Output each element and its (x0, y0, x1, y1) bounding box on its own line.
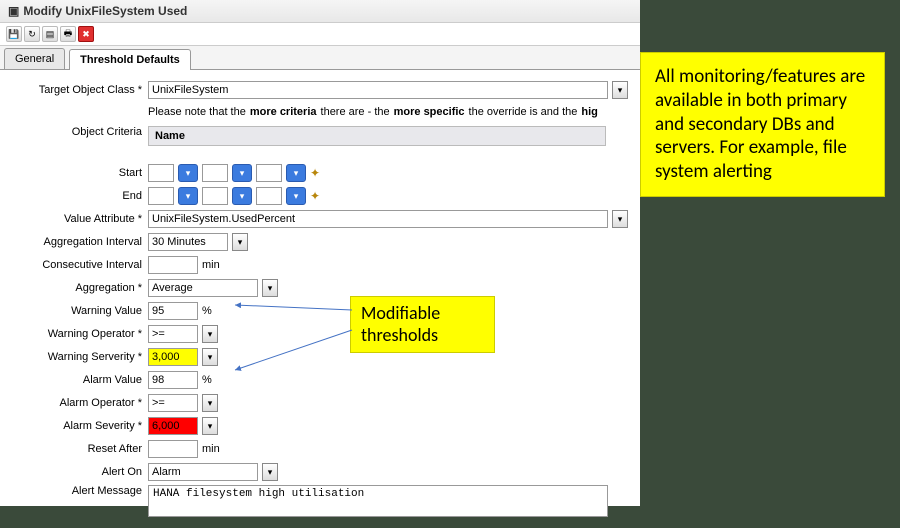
label-alert-msg: Alert Message (8, 485, 148, 497)
start-hh[interactable] (148, 164, 174, 182)
label-alarm-value: Alarm Value (8, 374, 148, 386)
window-title: Modify UnixFileSystem Used (23, 4, 187, 18)
alarm-sev-input[interactable] (148, 417, 198, 435)
alert-on-dropdown[interactable]: ▾ (262, 463, 278, 481)
warning-op-dropdown[interactable]: ▾ (202, 325, 218, 343)
toolbar: 💾 ↻ ▤ 🖶 ✖ (0, 23, 640, 46)
start-mm[interactable] (202, 164, 228, 182)
delete-button[interactable]: ✖ (78, 26, 94, 42)
start-mm-dd[interactable]: ▾ (232, 164, 252, 182)
refresh-button[interactable]: ↻ (24, 26, 40, 42)
target-class-input[interactable] (148, 81, 608, 99)
end-hh[interactable] (148, 187, 174, 205)
label-reset: Reset After (8, 443, 148, 455)
reset-input[interactable] (148, 440, 198, 458)
copy-button[interactable]: ▤ (42, 26, 58, 42)
warning-sev-input[interactable] (148, 348, 198, 366)
label-alarm-op: Alarm Operator* (8, 397, 148, 409)
alarm-value-input[interactable] (148, 371, 198, 389)
alarm-op-input[interactable] (148, 394, 198, 412)
form-area: Target Object Class* ▾ Please note that … (0, 70, 640, 528)
label-target-class: Target Object Class* (8, 84, 148, 96)
value-attr-dropdown[interactable]: ▾ (612, 210, 628, 228)
target-class-dropdown[interactable]: ▾ (612, 81, 628, 99)
tab-bar: General Threshold Defaults (0, 46, 640, 70)
alert-msg-input[interactable] (148, 485, 608, 517)
end-mm-dd[interactable]: ▾ (232, 187, 252, 205)
end-hh-dd[interactable]: ▾ (178, 187, 198, 205)
label-end: End (8, 190, 148, 202)
label-alert-on: Alert On (8, 466, 148, 478)
label-object-criteria: Object Criteria (8, 126, 148, 138)
label-warning-sev: Warning Serverity* (8, 351, 148, 363)
value-attr-input[interactable] (148, 210, 608, 228)
aggregation-dropdown[interactable]: ▾ (262, 279, 278, 297)
start-hh-dd[interactable]: ▾ (178, 164, 198, 182)
tab-general[interactable]: General (4, 48, 65, 69)
end-ss-dd[interactable]: ▾ (286, 187, 306, 205)
label-warning-op: Warning Operator* (8, 328, 148, 340)
start-ss[interactable] (256, 164, 282, 182)
label-consec-interval: Consecutive Interval (8, 259, 148, 271)
agg-interval-dropdown[interactable]: ▾ (232, 233, 248, 251)
start-wand-icon[interactable]: ✦ (310, 166, 320, 180)
warning-op-input[interactable] (148, 325, 198, 343)
consec-interval-input[interactable] (148, 256, 198, 274)
callout-thresholds: Modifiable thresholds (350, 296, 495, 353)
criteria-table-header[interactable]: Name (148, 126, 606, 146)
label-agg-interval: Aggregation Interval (8, 236, 148, 248)
end-mm[interactable] (202, 187, 228, 205)
label-aggregation: Aggregation* (8, 282, 148, 294)
alarm-sev-dropdown[interactable]: ▾ (202, 417, 218, 435)
criteria-note: Please note that the more criteria there… (148, 104, 632, 122)
tab-threshold-defaults[interactable]: Threshold Defaults (69, 49, 191, 70)
start-ss-dd[interactable]: ▾ (286, 164, 306, 182)
print-button[interactable]: 🖶 (60, 26, 76, 42)
label-start: Start (8, 167, 148, 179)
callout-features: All monitoring/features are available in… (640, 52, 885, 197)
end-wand-icon[interactable]: ✦ (310, 189, 320, 203)
end-ss[interactable] (256, 187, 282, 205)
save-button[interactable]: 💾 (6, 26, 22, 42)
warning-value-unit: % (202, 305, 212, 317)
label-alarm-sev: Alarm Severity* (8, 420, 148, 432)
consec-unit: min (202, 259, 220, 271)
warning-value-input[interactable] (148, 302, 198, 320)
alarm-op-dropdown[interactable]: ▾ (202, 394, 218, 412)
label-value-attr: Value Attribute* (8, 213, 148, 225)
reset-unit: min (202, 443, 220, 455)
label-warning-value: Warning Value (8, 305, 148, 317)
alarm-value-unit: % (202, 374, 212, 386)
aggregation-input[interactable] (148, 279, 258, 297)
warning-sev-dropdown[interactable]: ▾ (202, 348, 218, 366)
titlebar: ▣ Modify UnixFileSystem Used (0, 0, 640, 23)
window-icon: ▣ (8, 4, 19, 18)
agg-interval-input[interactable] (148, 233, 228, 251)
config-panel: ▣ Modify UnixFileSystem Used 💾 ↻ ▤ 🖶 ✖ G… (0, 0, 640, 506)
alert-on-input[interactable] (148, 463, 258, 481)
